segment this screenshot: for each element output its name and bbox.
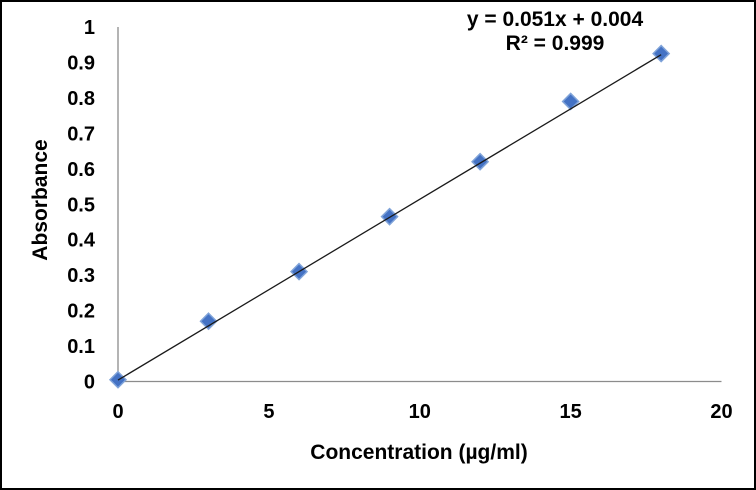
scatter-plot: 00.10.20.30.40.50.60.70.80.9105101520 [2, 2, 756, 490]
y-tick-label: 0.5 [67, 194, 95, 216]
trendline-annotation: y = 0.051x + 0.004 R² = 0.999 [415, 8, 695, 56]
y-tick-label: 0.7 [67, 123, 95, 145]
y-tick-label: 0.3 [67, 265, 95, 287]
trendline [118, 55, 661, 380]
y-tick-label: 0.6 [67, 159, 95, 181]
data-point [472, 154, 488, 170]
y-tick-label: 0.9 [67, 52, 95, 74]
y-tick-label: 0.2 [67, 301, 95, 323]
y-tick-label: 0.4 [67, 230, 96, 252]
y-axis-title: Absorbance [29, 139, 53, 260]
data-point [563, 93, 579, 109]
x-tick-label: 0 [112, 401, 123, 423]
x-tick-label: 15 [560, 401, 582, 423]
y-tick-label: 0 [84, 372, 95, 394]
data-point [201, 313, 217, 329]
y-tick-label: 1 [84, 17, 95, 39]
x-axis-title: Concentration (µg/ml) [310, 441, 527, 465]
x-tick-label: 5 [263, 401, 274, 423]
y-tick-label: 0.8 [67, 88, 95, 110]
y-tick-label: 0.1 [67, 336, 95, 358]
x-tick-label: 10 [409, 401, 431, 423]
trendline-equation: y = 0.051x + 0.004 [415, 8, 695, 32]
x-tick-label: 20 [710, 401, 732, 423]
chart-frame: 00.10.20.30.40.50.60.70.80.9105101520 Ab… [0, 0, 756, 490]
r-squared-value: R² = 0.999 [415, 32, 695, 56]
